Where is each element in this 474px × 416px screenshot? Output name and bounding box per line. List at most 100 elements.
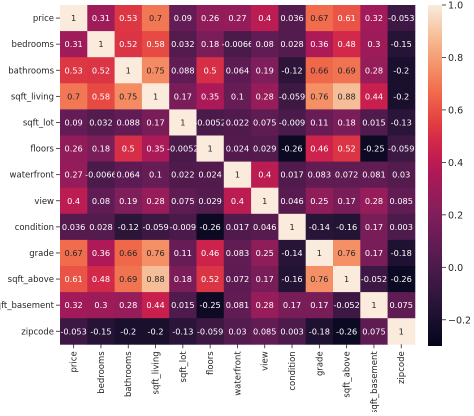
cell-sqft_lot-bathrooms: [114, 109, 143, 136]
cell-price-grade: [305, 5, 334, 32]
y-tick-label: view: [34, 197, 54, 207]
cell-value-label: -0.18: [309, 326, 330, 336]
y-tick-label: waterfront: [10, 171, 55, 181]
cell-bedrooms-price: [60, 31, 88, 58]
cell-floors-sqft_lot: [169, 135, 197, 162]
cell-value-label: 1: [399, 326, 404, 336]
cell-view-sqft_lot: [169, 187, 197, 215]
cell-value-label: 0.08: [92, 196, 110, 206]
cell-view-zipcode: [387, 187, 416, 215]
cell-sqft_living-view: [251, 83, 279, 110]
cell-zipcode-bathrooms: [114, 318, 143, 345]
cell-value-label: 0.064: [226, 65, 249, 75]
x-tick-label: sqft_above: [343, 351, 353, 397]
cell-value-label: 0.032: [89, 117, 112, 127]
cell-price-bedrooms: [87, 5, 115, 32]
colorbar-tick-label: −0.2: [448, 315, 471, 326]
cell-value-label: 0.17: [310, 300, 328, 310]
cell-value-label: 0.26: [201, 13, 219, 23]
cell-sqft_lot-price: [60, 109, 88, 136]
cell-value-label: 0.003: [390, 222, 413, 232]
cell-waterfront-waterfront: [223, 161, 252, 189]
cell-value-label: 0.046: [280, 196, 303, 206]
cell-value-label: 0.029: [253, 144, 276, 154]
cell-value-label: 0.66: [310, 65, 328, 75]
cell-value-label: 0.075: [362, 326, 385, 336]
cell-price-zipcode: [387, 5, 416, 32]
cell-price-sqft_basement: [360, 5, 388, 32]
cell-sqft_basement-waterfront: [223, 292, 252, 319]
cell-value-label: 0.26: [65, 144, 83, 154]
cell-value-label: 0.76: [146, 248, 164, 258]
cell-zipcode-sqft_living: [141, 318, 170, 345]
cell-value-label: 0.28: [119, 300, 137, 310]
cell-value-label: 0.44: [365, 91, 383, 101]
cell-sqft_basement-sqft_basement: [360, 292, 388, 319]
cell-value-label: 0.46: [201, 248, 219, 258]
cell-value-label: 0.76: [338, 248, 356, 258]
cell-value-label: 0.1: [149, 170, 162, 180]
cell-condition-sqft_basement: [360, 213, 388, 241]
x-tick-labels: price bedrooms bathrooms sqft_living sqft_lo…: [70, 344, 407, 414]
cell-value-label: -0.059: [197, 326, 223, 336]
cell-waterfront-price: [60, 161, 88, 189]
cell-grade-sqft_lot: [169, 239, 197, 267]
cell-value-label: -0.052: [333, 300, 359, 310]
cell-value-label: 0.35: [201, 91, 219, 101]
cell-value-label: 0.046: [253, 222, 276, 232]
cell-value-label: -0.26: [391, 274, 412, 284]
cell-sqft_above-bedrooms: [87, 266, 115, 293]
cell-floors-sqft_living: [141, 135, 170, 162]
cell-grade-sqft_living: [141, 239, 170, 267]
cell-value-label: -0.14: [281, 248, 302, 258]
colorbar-tick-label: 0.0: [448, 263, 463, 274]
y-tick-labels: price bedrooms bathrooms sqft_living sqft_lo…: [0, 14, 60, 337]
cell-value-label: 1: [180, 117, 185, 127]
cell-value-label: 1: [71, 13, 76, 23]
cell-value-label: 0.083: [308, 170, 331, 180]
cell-value-label: 0.5: [122, 144, 135, 154]
y-tick-label: bathrooms: [8, 66, 54, 76]
cell-sqft_basement-sqft_lot: [169, 292, 197, 319]
cell-price-waterfront: [223, 5, 252, 32]
cell-waterfront-sqft_above: [333, 161, 361, 189]
cell-grade-condition: [278, 239, 307, 267]
cell-value-label: 0.69: [338, 65, 356, 75]
cell-sqft_basement-sqft_above: [333, 292, 361, 319]
cell-value-label: 0.66: [119, 248, 137, 258]
cell-sqft_above-grade: [305, 266, 334, 293]
x-tick-label: grade: [315, 351, 325, 376]
cell-value-label: 0.52: [338, 144, 356, 154]
cell-value-label: -0.14: [309, 222, 330, 232]
cell-view-view: [251, 187, 279, 215]
cell-bathrooms-sqft_above: [333, 57, 361, 84]
x-tick-label: view: [261, 351, 271, 371]
cell-value-label: 1: [235, 170, 240, 180]
cell-waterfront-bathrooms: [114, 161, 143, 189]
cell-value-label: 0.015: [171, 300, 194, 310]
cell-view-price: [60, 187, 88, 215]
cell-value-label: -0.052: [361, 274, 387, 284]
cell-value-label: -0.2: [120, 326, 136, 336]
cell-value-label: 0.4: [258, 13, 271, 23]
cell-floors-price: [60, 135, 88, 162]
y-tick-label: zipcode: [21, 327, 54, 337]
cell-value-label: 0.028: [280, 39, 303, 49]
cell-zipcode-view: [251, 318, 279, 345]
cell-value-label: 0.52: [92, 65, 110, 75]
cell-waterfront-zipcode: [387, 161, 416, 189]
cell-value-label: 0.52: [201, 274, 219, 284]
cell-condition-bathrooms: [114, 213, 143, 241]
cell-value-label: 0.4: [258, 170, 271, 180]
cell-bedrooms-bathrooms: [114, 31, 143, 58]
cell-sqft_lot-floors: [196, 109, 225, 136]
cell-value-label: 0.46: [310, 144, 328, 154]
cell-value-label: 0.081: [226, 300, 249, 310]
cell-grade-zipcode: [387, 239, 416, 267]
cell-value-label: 1: [153, 91, 158, 101]
cell-value-label: 1: [289, 222, 294, 232]
cell-value-label: -0.26: [336, 326, 357, 336]
cell-value-label: 0.48: [338, 39, 356, 49]
cell-value-label: -0.16: [281, 274, 302, 284]
cell-bedrooms-floors: [196, 31, 225, 58]
